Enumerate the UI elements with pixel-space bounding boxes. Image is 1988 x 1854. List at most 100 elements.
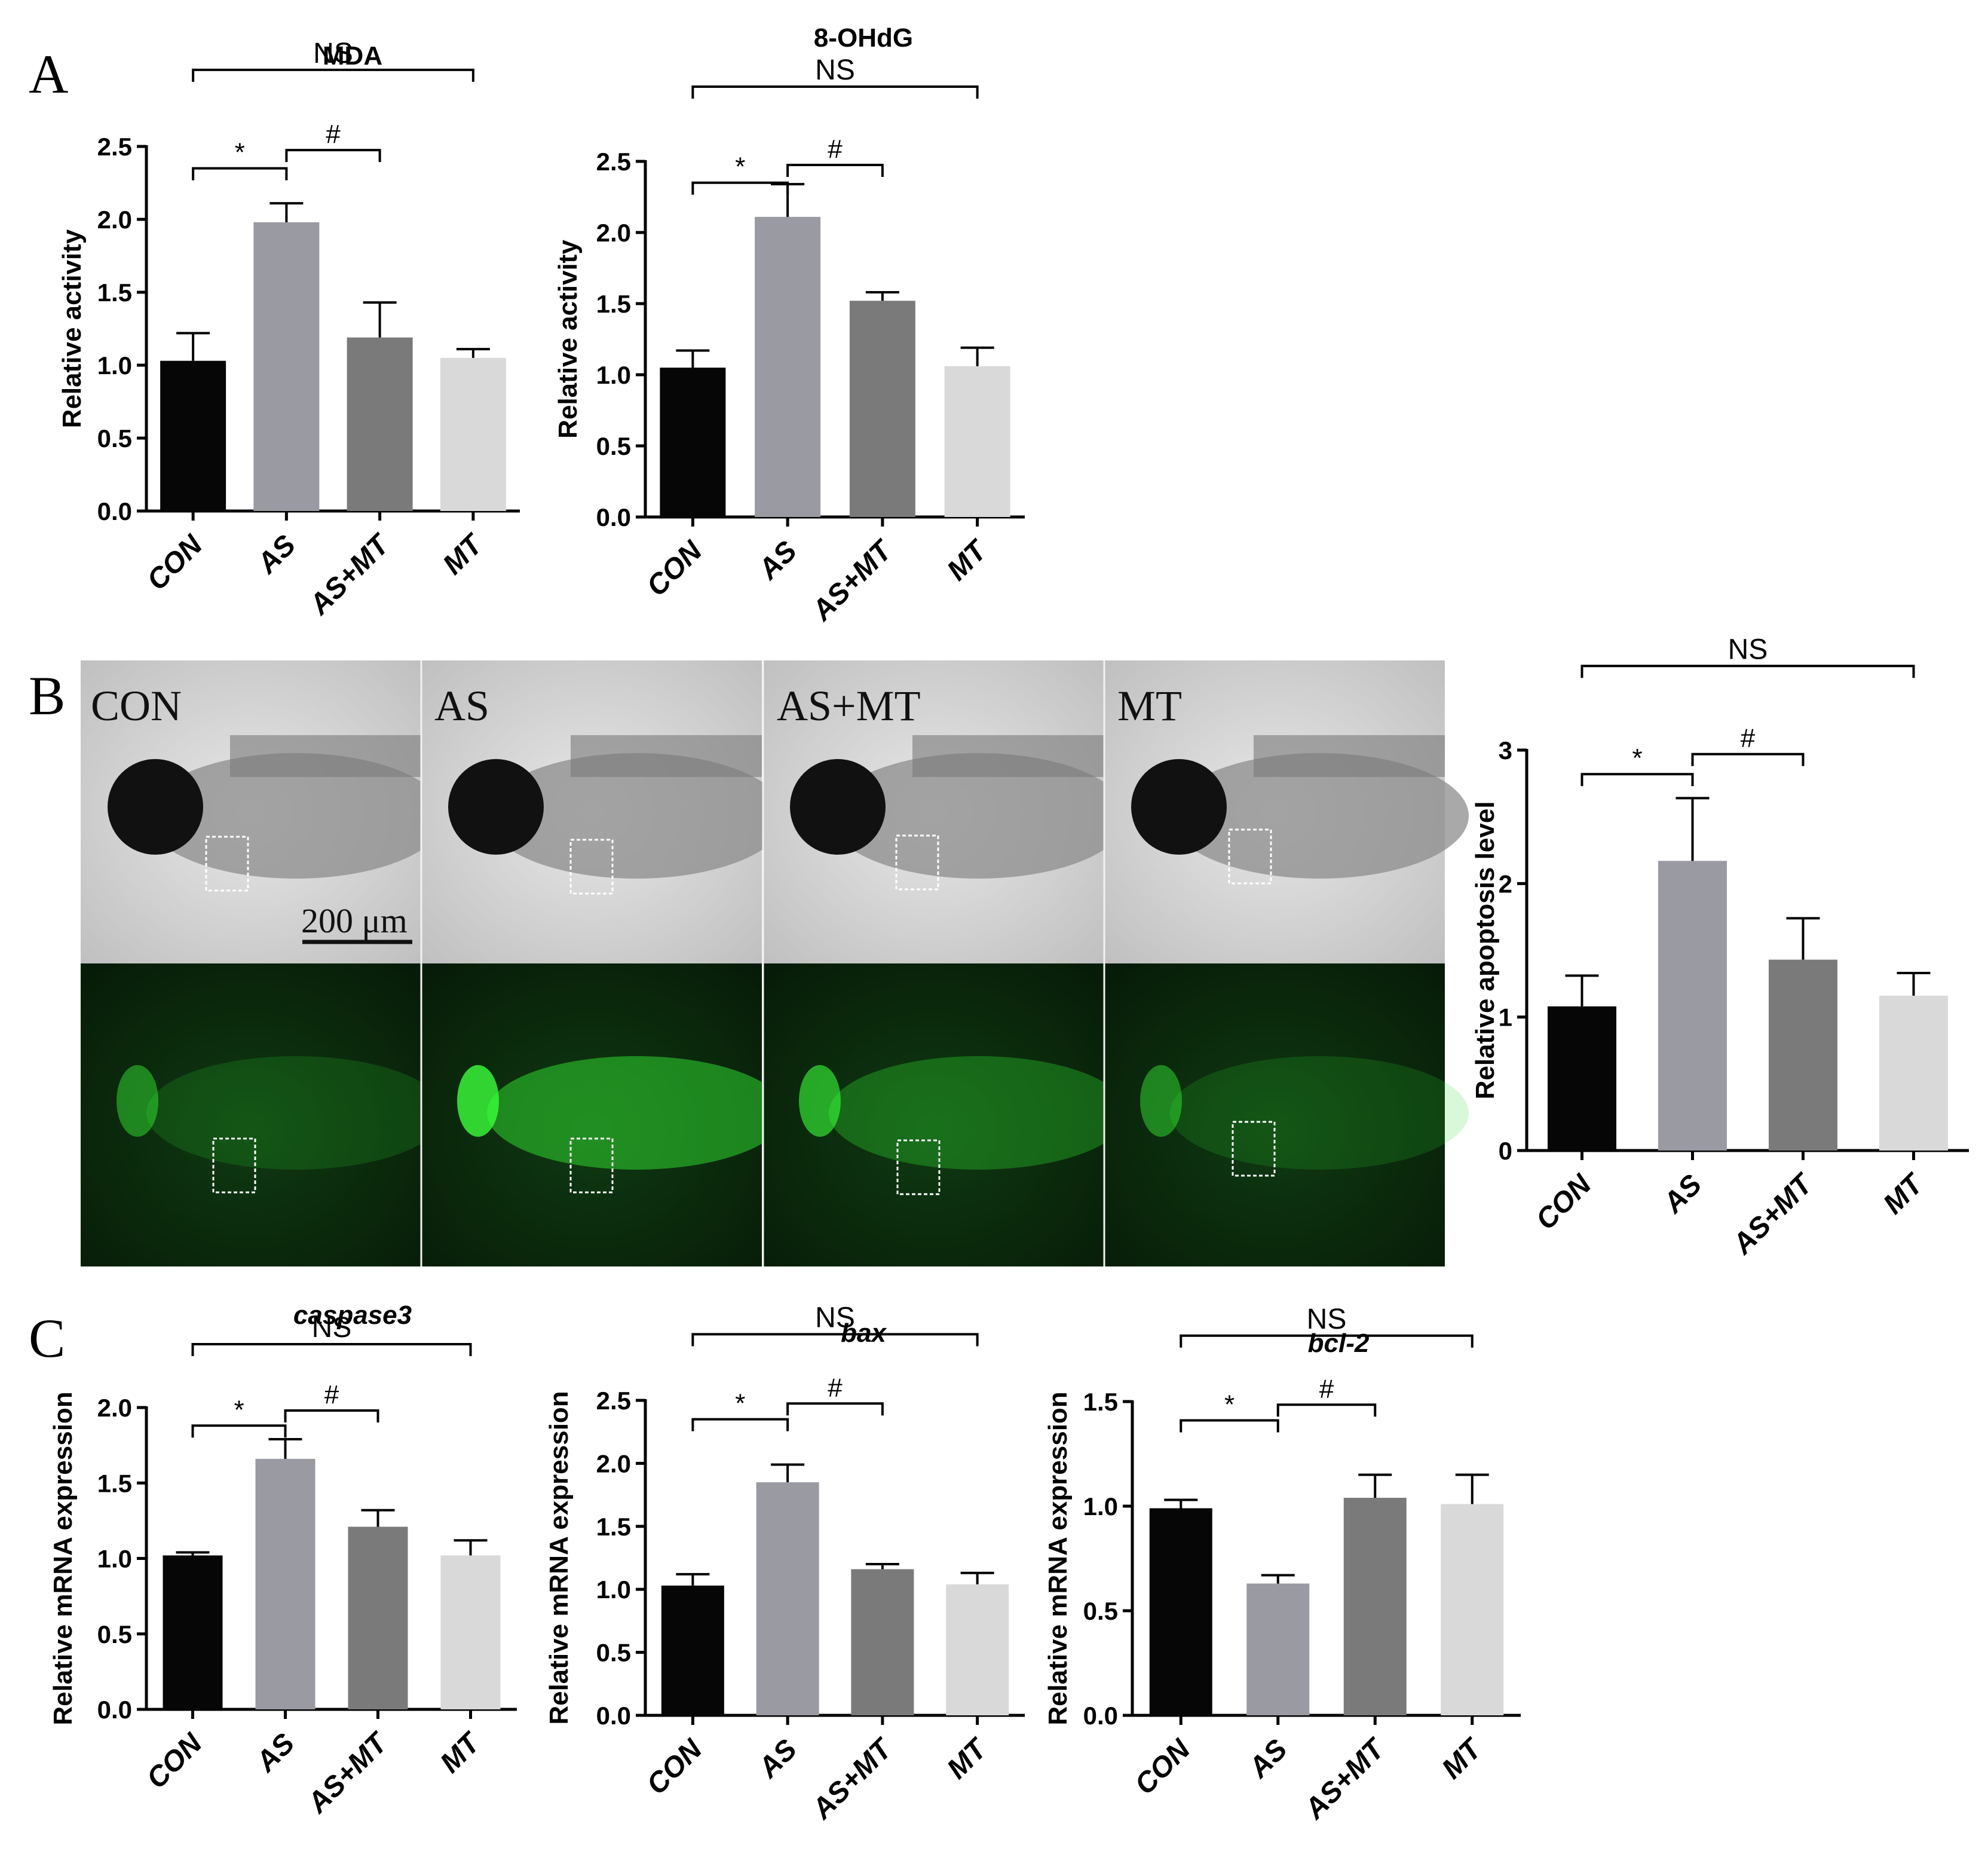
chart-title: bcl-2: [1308, 1329, 1370, 1358]
x-tick-label: CON: [141, 528, 209, 596]
bar-mt: [440, 357, 506, 511]
significance-bracket: [1691, 752, 1805, 766]
bar-as-mt: [347, 337, 413, 511]
bar-chart-3: caspase3 Relative mRNA expression 0.0 0.5 1.…: [48, 1301, 517, 1819]
x-tick-label: MT: [941, 1732, 994, 1785]
bar-mt: [1879, 995, 1948, 1151]
significance-bracket: [1180, 1334, 1474, 1348]
bar-con: [1149, 1508, 1212, 1715]
brightfield-image: [81, 660, 445, 963]
y-tick-label: 2.0: [97, 206, 132, 234]
bar-as-mt: [1769, 959, 1837, 1151]
x-tick-label: MT: [941, 534, 994, 587]
y-tick-label: 1.0: [97, 1545, 132, 1573]
y-tick-label: 1: [1499, 1004, 1512, 1032]
brightfield-image: [1104, 660, 1469, 963]
significance-label: #: [828, 1373, 843, 1402]
y-tick-label: 0.0: [596, 1702, 631, 1730]
y-tick-label: 0.0: [1083, 1702, 1118, 1730]
significance-bracket: [786, 163, 884, 177]
significance-bracket: [691, 1418, 789, 1431]
y-tick-label: 1.0: [596, 1575, 631, 1604]
bar-as-mt: [348, 1526, 408, 1709]
significance-bracket: [191, 1424, 287, 1438]
x-tick-label: AS: [251, 529, 302, 580]
x-tick-label: AS: [1657, 1168, 1708, 1219]
y-tick-label: 2.5: [596, 1387, 631, 1415]
bar-as: [756, 1482, 819, 1715]
y-tick-label: 0: [1499, 1137, 1512, 1165]
image-label-as-mt: AS+MT: [777, 682, 921, 730]
y-tick-label: 2.0: [596, 219, 631, 247]
x-tick-label: MT: [1436, 1732, 1489, 1785]
x-tick-label: AS: [250, 1727, 301, 1778]
bar-mt: [946, 1584, 1009, 1715]
significance-bracket: [192, 68, 474, 82]
bar-con: [163, 1555, 223, 1709]
y-tick-label: 1.0: [97, 351, 132, 380]
significance-bracket: [1276, 1403, 1377, 1417]
bar-con: [1548, 1006, 1616, 1151]
y-tick-label: 0.0: [97, 1696, 132, 1724]
x-tick-label: CON: [641, 534, 709, 602]
y-tick-label: 2: [1499, 870, 1512, 898]
y-tick-label: 0.5: [596, 1639, 631, 1667]
panel-letter-c: C: [29, 1308, 65, 1369]
panel-letter-a: A: [29, 44, 68, 105]
x-tick-label: AS: [752, 535, 803, 586]
y-tick-label: 1.5: [596, 1513, 631, 1541]
x-tick-label: AS+MT: [303, 528, 397, 622]
y-tick-label: 2.0: [596, 1449, 631, 1477]
significance-label: NS: [312, 1312, 352, 1344]
bar-mt: [944, 366, 1010, 517]
bar-chart-0: MDA Relative activity 0.0 0.5 1.0 1.5 2.0 2.5 CO…: [57, 38, 520, 622]
y-tick-label: 1.0: [596, 361, 631, 389]
y-tick-label: 2.5: [97, 133, 132, 161]
significance-bracket: [1580, 665, 1915, 678]
y-tick-label: 1.5: [97, 279, 132, 307]
y-tick-label: 0.5: [97, 1620, 132, 1648]
significance-label: *: [234, 1395, 244, 1424]
significance-label: *: [1224, 1390, 1235, 1419]
panel-letter-b: B: [29, 665, 65, 726]
y-tick-label: 1.0: [1083, 1492, 1118, 1520]
bar-con: [660, 368, 726, 517]
y-tick-label: 0.0: [596, 503, 631, 531]
significance-label: *: [735, 152, 745, 182]
y-tick-label: 0.0: [97, 497, 132, 525]
significance-bracket: [691, 85, 979, 99]
significance-label: NS: [815, 54, 855, 86]
microscopy-grid: CON AS AS+MT MT 200 μm: [81, 660, 1469, 1266]
significance-bracket: [1580, 773, 1694, 787]
chart-title: MDA: [323, 41, 382, 71]
y-axis-label: Relative activity: [57, 229, 87, 428]
image-label-as: AS: [434, 682, 489, 730]
x-tick-label: AS+MT: [1298, 1732, 1392, 1826]
bar-as-mt: [851, 1569, 914, 1715]
significance-bracket: [691, 181, 789, 195]
significance-label: #: [326, 120, 341, 149]
y-tick-label: 0.5: [97, 424, 132, 452]
significance-label: *: [235, 138, 245, 167]
fluorescence-image: [1104, 963, 1469, 1266]
bar-mt: [1441, 1504, 1504, 1715]
bar-as-mt: [849, 301, 915, 517]
y-axis-label: Relative mRNA expression: [544, 1391, 574, 1724]
significance-label: *: [735, 1389, 745, 1418]
y-axis-label: Relative activity: [553, 240, 583, 439]
y-tick-label: 1.5: [596, 290, 631, 318]
bar-as: [1246, 1583, 1310, 1715]
y-tick-label: 0.5: [1083, 1597, 1118, 1625]
bar-mt: [440, 1555, 501, 1709]
significance-label: NS: [1307, 1304, 1347, 1335]
y-tick-label: 0.5: [596, 432, 631, 460]
fluorescence-image: [421, 963, 786, 1266]
significance-label: #: [1741, 724, 1756, 753]
bar-as-mt: [1343, 1498, 1407, 1715]
significance-label: #: [324, 1380, 339, 1409]
image-label-con: CON: [91, 682, 182, 730]
bar-con: [661, 1585, 724, 1715]
x-tick-label: CON: [641, 1733, 709, 1801]
scale-bar-label: 200 μm: [301, 901, 408, 940]
